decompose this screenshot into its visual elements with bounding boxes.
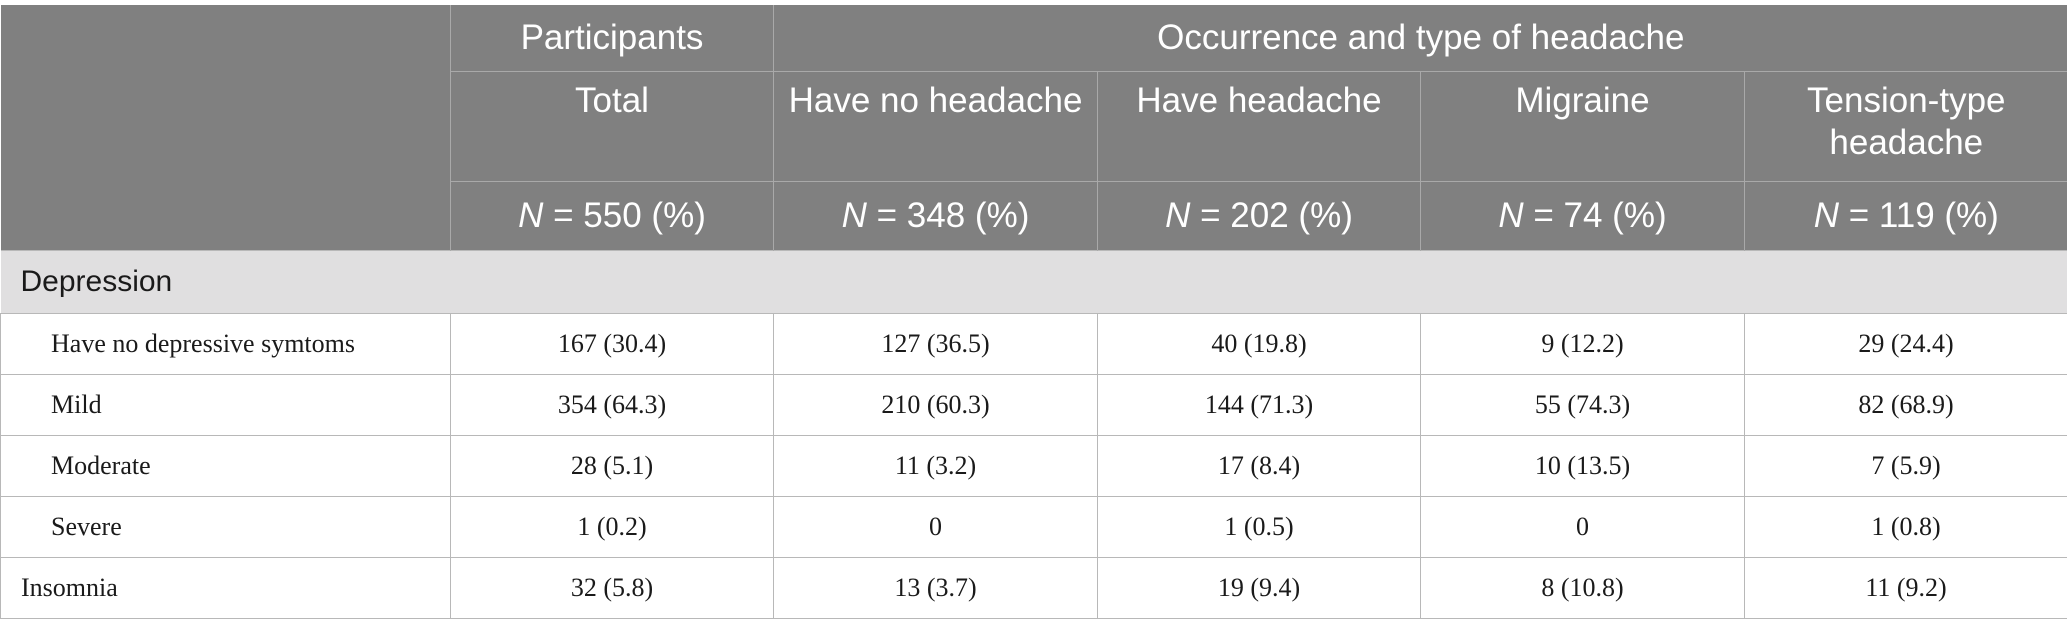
table-cell: 354 (64.3) xyxy=(450,374,774,436)
row-label: Have no depressive symtoms xyxy=(0,313,451,375)
n-label-tension-type: N = 119 (%) xyxy=(1743,181,2067,251)
table-cell: 8 (10.8) xyxy=(1420,557,1745,619)
table-cell: 144 (71.3) xyxy=(1097,374,1421,436)
table-cell: 55 (74.3) xyxy=(1420,374,1745,436)
n-value: = 202 (%) xyxy=(1190,196,1353,235)
table-cell: 29 (24.4) xyxy=(1743,313,2067,375)
n-symbol: N xyxy=(518,196,544,235)
column-header-have-headache: Have headache xyxy=(1097,71,1421,182)
table-cell: 1 (0.2) xyxy=(450,496,774,558)
table-row: Have no depressive symtoms 167 (30.4) 12… xyxy=(0,313,2067,375)
table-cell: 167 (30.4) xyxy=(450,313,774,375)
table-cell: 1 (0.8) xyxy=(1743,496,2067,558)
group-header-participants: Participants xyxy=(450,5,774,72)
table-cell: 1 (0.5) xyxy=(1097,496,1421,558)
table-cell: 0 xyxy=(773,496,1098,558)
table-cell: 210 (60.3) xyxy=(773,374,1098,436)
table-cell: 19 (9.4) xyxy=(1097,557,1421,619)
table-header: Participants Occurrence and type of head… xyxy=(0,5,2067,251)
n-symbol: N xyxy=(841,196,867,235)
table-cell: 7 (5.9) xyxy=(1743,435,2067,497)
group-header-headache: Occurrence and type of headache xyxy=(772,5,2067,72)
n-value: = 119 (%) xyxy=(1838,196,1999,235)
table-row: Severe 1 (0.2) 0 1 (0.5) 0 1 (0.8) xyxy=(0,496,2067,558)
table-body: Depression Have no depressive symtoms 16… xyxy=(0,250,2067,619)
column-header-total: Total xyxy=(450,71,774,182)
table-cell: 0 xyxy=(1420,496,1745,558)
table-cell: 28 (5.1) xyxy=(450,435,774,497)
n-symbol: N xyxy=(1813,196,1839,235)
table-cell: 11 (9.2) xyxy=(1743,557,2067,619)
table-cell: 11 (3.2) xyxy=(773,435,1098,497)
table-cell: 82 (68.9) xyxy=(1743,374,2067,436)
row-label: Severe xyxy=(0,496,451,558)
table-cell: 13 (3.7) xyxy=(773,557,1098,619)
table-row: Moderate 28 (5.1) 11 (3.2) 17 (8.4) 10 (… xyxy=(0,435,2067,497)
n-label-no-headache: N = 348 (%) xyxy=(773,181,1098,251)
row-label: Moderate xyxy=(0,435,451,497)
table-cell: 17 (8.4) xyxy=(1097,435,1421,497)
n-value: = 550 (%) xyxy=(543,196,706,235)
section-row-depression: Depression xyxy=(0,250,2067,314)
n-value: = 74 (%) xyxy=(1523,196,1667,235)
table-cell: 9 (12.2) xyxy=(1420,313,1745,375)
row-label: Insomnia xyxy=(0,557,451,619)
row-label: Mild xyxy=(0,374,451,436)
n-symbol: N xyxy=(1498,196,1524,235)
table-cell: 40 (19.8) xyxy=(1097,313,1421,375)
n-symbol: N xyxy=(1165,196,1191,235)
column-header-tension-type: Tension-type headache xyxy=(1743,71,2067,182)
table-row: Insomnia 32 (5.8) 13 (3.7) 19 (9.4) 8 (1… xyxy=(0,557,2067,619)
table-cell: 10 (13.5) xyxy=(1420,435,1745,497)
header-corner-cell xyxy=(0,5,451,251)
n-label-migraine: N = 74 (%) xyxy=(1420,181,1745,251)
column-header-migraine: Migraine xyxy=(1420,71,1745,182)
table-row: Mild 354 (64.3) 210 (60.3) 144 (71.3) 55… xyxy=(0,374,2067,436)
n-label-have-headache: N = 202 (%) xyxy=(1097,181,1421,251)
table-cell: 127 (36.5) xyxy=(773,313,1098,375)
n-value: = 348 (%) xyxy=(866,196,1030,235)
table-cell: 32 (5.8) xyxy=(450,557,774,619)
n-label-total: N = 550 (%) xyxy=(450,181,774,251)
column-header-no-headache: Have no headache xyxy=(773,71,1098,182)
headache-depression-table: Participants Occurrence and type of head… xyxy=(0,5,2067,619)
section-label-depression: Depression xyxy=(0,250,2067,314)
